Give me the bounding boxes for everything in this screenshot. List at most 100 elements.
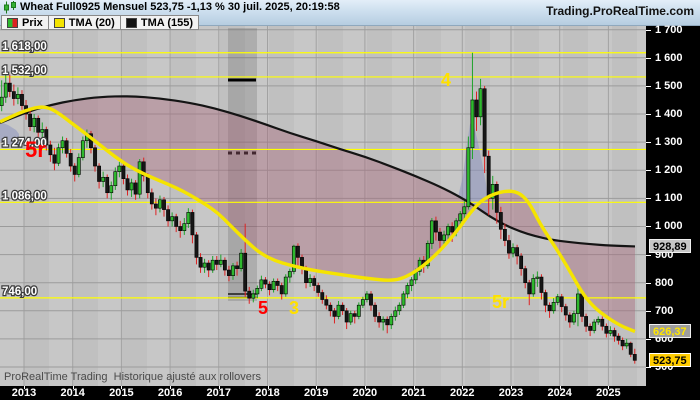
y-tick-mark — [646, 170, 651, 172]
candle-body — [101, 176, 106, 182]
wave-annotations[interactable]: 5r 5 3 4 5r — [25, 70, 509, 318]
candle-body — [360, 299, 365, 306]
x-tick-mark — [170, 386, 172, 389]
wave-label: 4 — [441, 70, 451, 90]
candle-body — [344, 310, 349, 323]
x-tick-label: 2018 — [255, 387, 280, 399]
candle-body — [222, 259, 227, 271]
y-tick-label: 1 500 — [655, 79, 683, 92]
candle-body — [324, 299, 329, 306]
candle-body — [7, 82, 12, 92]
support-line-labels: 1 618,00 1 532,00 1 274,00 1 086,00 746,00 — [1, 40, 48, 300]
candle-body — [450, 226, 455, 233]
price-axis[interactable]: 1 700 1 600 1 500 1 400 1 300 1 200 1 100 1 000… — [646, 24, 700, 400]
y-tick-label: 1 100 — [655, 192, 683, 205]
x-tick-label: 2024 — [547, 387, 572, 399]
tma20-line[interactable] — [0, 105, 636, 334]
y-tick-mark — [646, 310, 651, 312]
support-line-price-label: 1 532,00 — [2, 65, 47, 77]
candle-body — [283, 276, 288, 295]
x-tick-label: 2016 — [157, 387, 183, 399]
candle-body — [389, 316, 394, 326]
support-lines[interactable] — [0, 52, 646, 299]
candle-body — [105, 176, 110, 194]
y-tick-mark — [646, 85, 651, 87]
candle-body — [377, 316, 382, 323]
candle-body — [596, 318, 601, 323]
support-line-price-label: 1 618,00 — [2, 41, 47, 53]
candle-body — [251, 293, 256, 299]
candle-body — [312, 278, 317, 286]
x-tick-mark — [24, 386, 25, 389]
candle-body — [519, 255, 524, 269]
candle-body — [125, 178, 130, 191]
ma-fill-areas — [0, 96, 635, 332]
candle-body — [141, 161, 146, 177]
candle-body — [247, 290, 252, 299]
candle-body — [255, 288, 260, 295]
candle-body — [478, 88, 483, 118]
y-tick-mark — [646, 57, 651, 59]
y-tick-label: 1 300 — [655, 136, 683, 149]
y-tick-mark — [646, 367, 651, 369]
candle-body — [352, 313, 357, 317]
candle-body — [592, 321, 597, 331]
candle-body — [535, 276, 540, 279]
x-tick-mark — [72, 386, 74, 389]
candle-body — [523, 268, 528, 283]
y-tick-mark — [646, 198, 651, 200]
candle-body — [539, 276, 544, 293]
x-tick-mark — [218, 386, 220, 389]
candle-body — [259, 279, 264, 289]
current-value-badge: 928,89 — [649, 239, 691, 254]
y-tick-mark — [646, 282, 651, 284]
candle-body — [113, 171, 118, 187]
candle-body — [158, 199, 162, 209]
candle-body — [567, 314, 572, 323]
x-tick-label: 2023 — [498, 387, 524, 399]
brand-link[interactable]: Trading.ProRealTime.com — [546, 4, 694, 18]
candle-body — [52, 154, 57, 164]
candle-body — [308, 278, 313, 283]
candle-body — [239, 252, 244, 269]
candle-body — [365, 293, 369, 300]
candle-body — [296, 245, 300, 258]
candle-body — [442, 234, 446, 241]
candle-body — [490, 184, 495, 199]
candlestick-chart-icon — [4, 1, 16, 14]
price-chart-canvas[interactable]: 1 618,001 532,001 274,001 086,00746,005r… — [0, 26, 646, 386]
candle-body — [511, 247, 515, 254]
candle-body — [604, 325, 609, 334]
wave-label: 5 — [258, 298, 268, 318]
legend-item-tma-20-[interactable]: TMA (20) — [47, 15, 120, 30]
candle-body — [584, 316, 588, 327]
candle-body — [60, 140, 65, 149]
candle-body — [470, 99, 475, 149]
candle-body — [202, 262, 207, 268]
candle-body — [628, 342, 633, 355]
candle-body — [515, 247, 519, 257]
candle-body — [340, 304, 345, 312]
x-tick-label: 2014 — [60, 387, 85, 399]
candle-body — [56, 147, 61, 164]
candle-body — [385, 318, 390, 326]
candle-body — [612, 330, 617, 337]
price-chart-area[interactable]: 1 618,00 1 532,00 1 274,00 1 086,00 746,00 5r… — [0, 26, 646, 386]
legend-label: Prix — [22, 16, 43, 29]
wave-label: 5r — [25, 137, 46, 162]
x-tick-mark — [316, 386, 318, 389]
y-tick-label: 1 000 — [655, 220, 683, 233]
candle-body — [474, 99, 479, 118]
tma155-line[interactable] — [0, 95, 636, 248]
price-above-ma-fill — [458, 122, 490, 216]
candle-body — [64, 140, 69, 154]
legend-item-prix[interactable]: Prix — [1, 15, 48, 30]
candle-body — [121, 165, 126, 179]
candle-body — [555, 296, 560, 303]
time-axis[interactable]: 2013 2014 2015 2016 2017 2018 2019 2020 2021 2022… — [0, 386, 646, 400]
candle-body — [462, 206, 467, 215]
x-tick-label: 2015 — [109, 387, 134, 399]
candle-body — [279, 285, 284, 295]
legend-item-tma-155-[interactable]: TMA (155) — [119, 15, 199, 30]
candle-body — [243, 252, 248, 292]
